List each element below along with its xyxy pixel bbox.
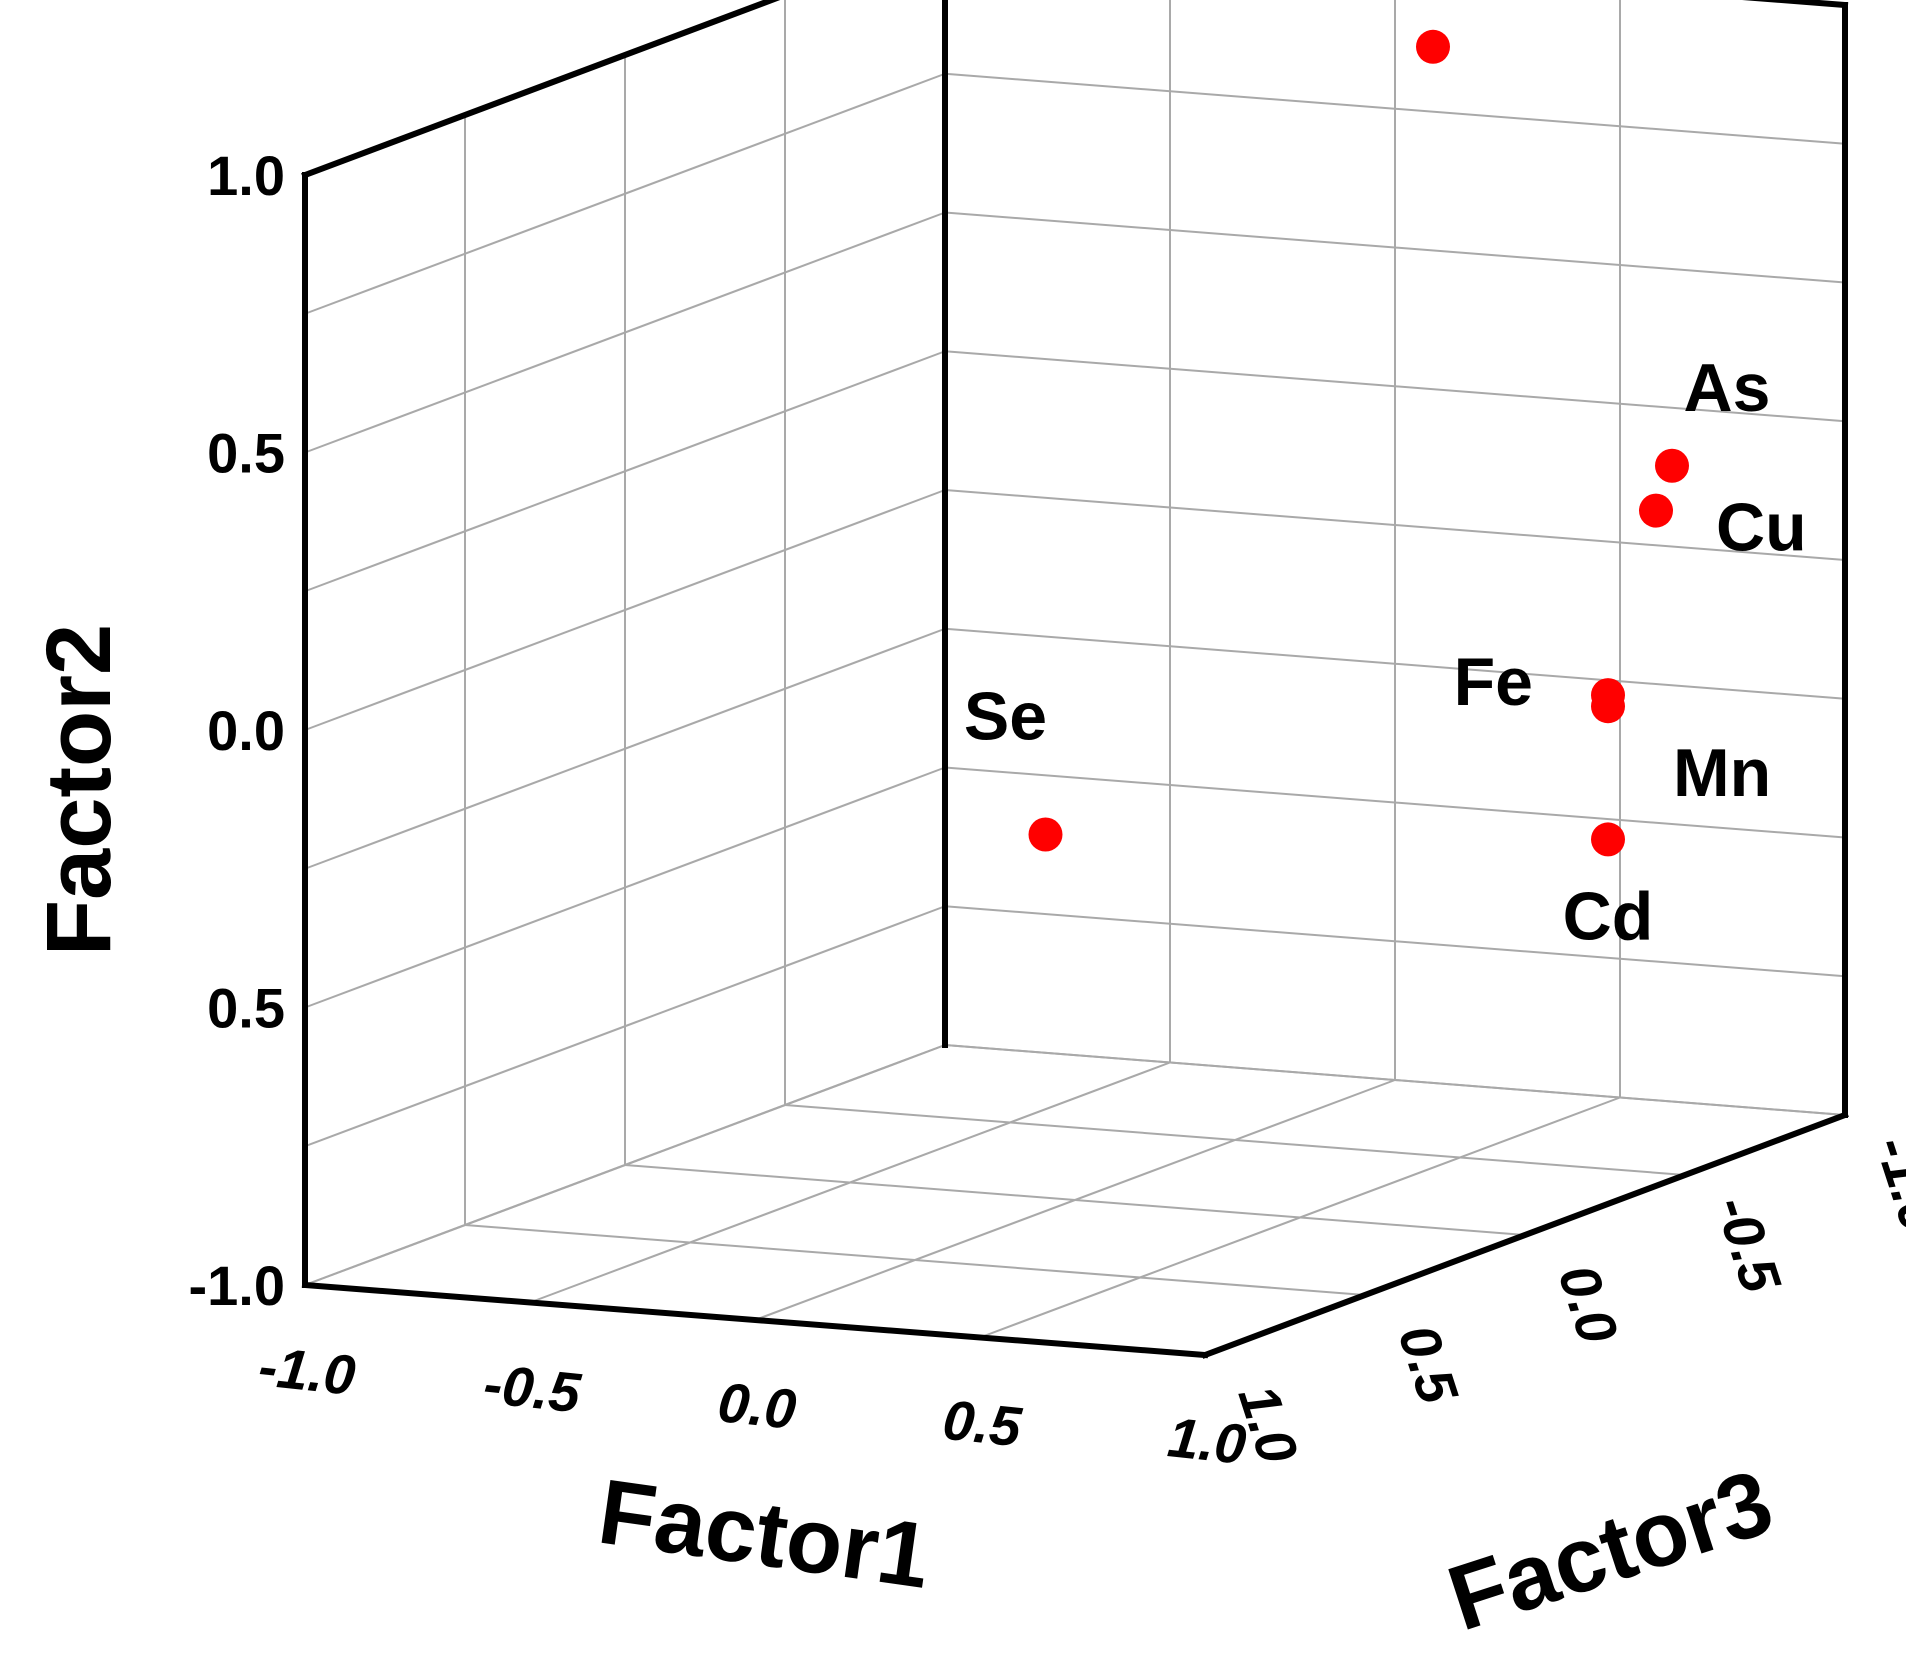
grid-line <box>784 1104 1686 1176</box>
y-tick-label: 1.0 <box>207 144 285 207</box>
y-axis-title: Factor2 <box>28 624 130 956</box>
x-tick-label: 0.5 <box>940 1388 1025 1459</box>
point-label: Mn <box>1673 735 1771 811</box>
point-label: Cd <box>1563 878 1654 954</box>
data-point <box>1416 29 1450 64</box>
data-point <box>1591 689 1625 724</box>
data-point <box>1028 817 1063 852</box>
data-point <box>1591 822 1625 857</box>
frame-edge <box>1201 1111 1849 1359</box>
z-tick-label: -0.5 <box>1704 1188 1794 1300</box>
tick-labels: -1.00.50.00.51.0-1.0 -0.5 0.0 0.5 1.01.00.50… <box>189 144 1906 1476</box>
plot-frame <box>301 0 1849 1359</box>
point-label: As <box>1684 350 1771 426</box>
z-axis-title: Factor3 <box>1437 1451 1785 1651</box>
grid-lines <box>304 0 1846 1356</box>
grid-line <box>624 1164 1526 1236</box>
point-label: Zn <box>1471 0 1554 7</box>
data-point <box>1639 493 1673 528</box>
x-tick-label: 1.0 <box>1165 1405 1249 1476</box>
frame-edge <box>301 1281 1209 1359</box>
frame-edge <box>301 0 781 179</box>
y-tick-label: 0.5 <box>207 977 285 1040</box>
z-tick-label: -1.0 <box>1864 1128 1906 1239</box>
point-label: Se <box>964 679 1047 755</box>
y-tick-label: 0.0 <box>207 699 285 762</box>
x-tick-label: 0.0 <box>715 1370 799 1441</box>
grid-line <box>464 1224 1366 1296</box>
y-tick-label: -1.0 <box>189 1254 286 1317</box>
grid-line <box>944 1044 1846 1116</box>
z-tick-label: 0.0 <box>1547 1257 1631 1351</box>
y-tick-label: 0.5 <box>207 422 285 485</box>
point-label: Cu <box>1716 490 1807 566</box>
axis-titles: Factor2 Factor1 Factor3 <box>28 624 1784 1651</box>
z-tick-label: 0.5 <box>1387 1317 1471 1411</box>
x-axis-title: Factor1 <box>593 1461 936 1608</box>
data-point <box>1655 448 1689 483</box>
x-tick-label: -1.0 <box>256 1334 359 1407</box>
point-label: Fe <box>1454 644 1533 720</box>
x-tick-label: -0.5 <box>481 1352 584 1425</box>
